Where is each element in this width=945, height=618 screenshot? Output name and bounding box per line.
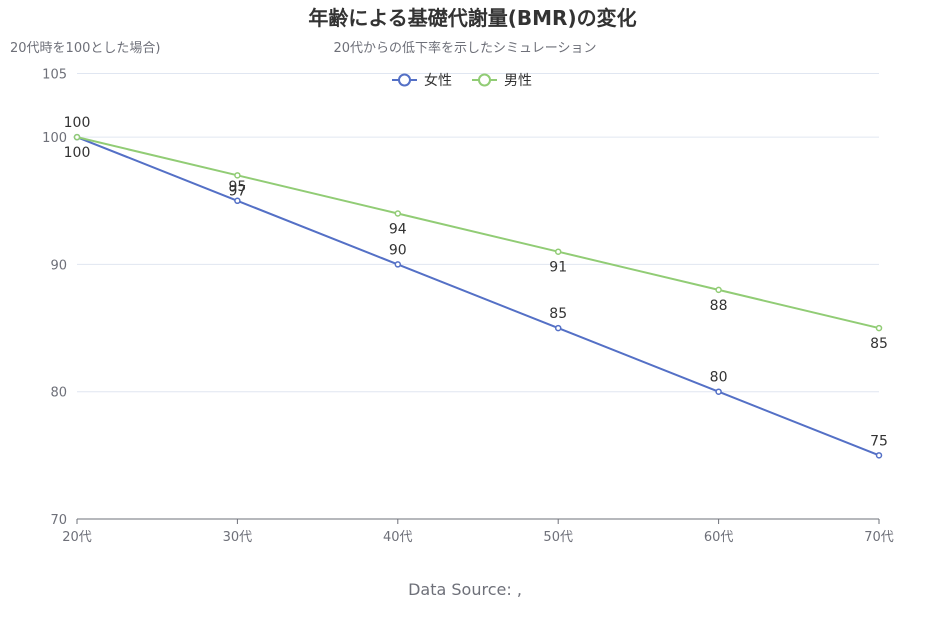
data-label-1-4: 88 (710, 298, 728, 314)
axes: 70 80 90 100 105 20代 30代 40代 50代 60代 70代 (42, 68, 894, 546)
data-labels: 100 95 90 85 80 75 100 97 94 91 88 85 (64, 115, 888, 449)
data-point-0-3 (554, 324, 562, 332)
data-point-1-4 (715, 286, 722, 294)
legend-marker-0 (398, 73, 411, 87)
legend-label-1: 男性 (504, 73, 532, 89)
data-point-0-1 (234, 197, 241, 205)
series-layer (73, 133, 883, 459)
x-tick-label-3: 50代 (543, 530, 573, 545)
data-point-0-4 (715, 388, 722, 395)
data-point-1-3 (554, 248, 562, 255)
data-label-1-3: 91 (549, 260, 567, 276)
legend-item-1[interactable]: 男性 (472, 73, 532, 89)
x-tick-label-5: 70代 (864, 530, 894, 545)
data-point-1-2 (394, 210, 402, 217)
data-source: Data Source: , (408, 580, 522, 599)
y-tick-label-90: 90 (50, 258, 67, 273)
series-line-1 (76, 136, 880, 330)
legend-label-0: 女性 (424, 72, 452, 89)
data-point-0-5 (875, 452, 883, 459)
y-tick-label-105: 105 (42, 68, 67, 83)
x-tick-label-0: 20代 (62, 530, 92, 545)
y-tick-label-80: 80 (50, 386, 67, 401)
data-point-1-0 (73, 133, 81, 141)
chart-title: 年齢による基礎代謝量(BMR)の変化 (308, 6, 637, 30)
y-axis-label: 20代時を100とした場合) (10, 41, 161, 56)
series-line-0 (76, 136, 880, 457)
legend-item-0[interactable]: 女性 (392, 72, 452, 89)
data-label-0-0: 100 (64, 115, 91, 131)
data-label-1-1: 97 (228, 183, 246, 199)
legend[interactable]: 女性 男性 (392, 72, 532, 89)
legend-marker-1 (478, 73, 491, 87)
y-tick-label-70: 70 (50, 513, 67, 528)
data-label-0-5: 75 (870, 433, 888, 449)
data-label-1-0: 100 (64, 145, 91, 161)
y-tick-label-100: 100 (42, 131, 67, 146)
x-tick-label-4: 60代 (704, 530, 734, 545)
x-tick-label-2: 40代 (383, 530, 413, 545)
data-label-0-4: 80 (710, 370, 728, 386)
data-label-0-2: 90 (389, 242, 407, 258)
x-tick-label-1: 30代 (223, 530, 253, 545)
data-label-0-1: 95 (228, 179, 246, 195)
data-label-1-2: 94 (389, 222, 407, 238)
data-label-1-5: 85 (870, 336, 888, 352)
grid-lines (77, 73, 879, 393)
data-point-0-2 (394, 261, 402, 268)
data-point-1-5 (875, 324, 883, 332)
chart-subtitle: 20代からの低下率を示したシミュレーション (333, 41, 597, 56)
data-label-0-3: 85 (549, 306, 567, 322)
data-point-1-1 (234, 172, 241, 179)
